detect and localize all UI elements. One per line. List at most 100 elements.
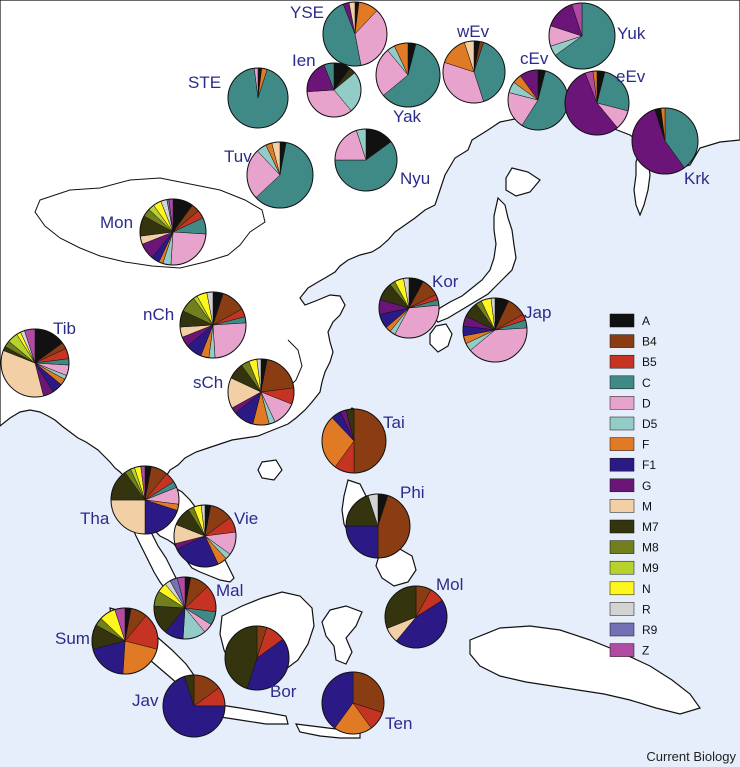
pie-ien	[306, 62, 362, 118]
legend-label-d5: D5	[642, 417, 658, 431]
pie-kor	[378, 277, 440, 339]
population-label-tha: Tha	[80, 509, 110, 528]
pie-outline-bor	[224, 625, 290, 691]
pie-eev	[564, 70, 630, 136]
pie-bor	[224, 625, 290, 691]
pie-krk	[631, 107, 699, 175]
pie-outline-mon	[139, 198, 207, 266]
population-label-tuv: Tuv	[224, 147, 252, 166]
legend-label-a: A	[642, 314, 650, 328]
population-label-bor: Bor	[270, 682, 297, 701]
legend-swatch-f	[609, 437, 635, 451]
pie-jav	[162, 674, 226, 738]
population-label-layer: YSE STE Ien Yak wEv cEv Yuk eEv Krk Tuv Nyu Mon Kor J…	[53, 3, 710, 733]
pie-yak	[375, 42, 441, 108]
legend-label-m9: M9	[642, 561, 659, 575]
population-label-wev: wEv	[456, 22, 490, 41]
japan-kyushu	[429, 323, 453, 353]
legend-swatch-g	[609, 478, 635, 493]
credit-text: Current Biology	[646, 749, 736, 764]
pie-mon	[139, 198, 207, 266]
mongolia-boundary	[34, 177, 266, 269]
legend-label-z: Z	[642, 644, 649, 658]
pie-jap	[462, 297, 528, 363]
legend-swatch-b4	[609, 334, 635, 348]
legend-label-c: C	[642, 376, 651, 390]
pie-yse	[322, 1, 388, 67]
hainan	[257, 459, 283, 481]
lesser-sunda-islands	[294, 723, 361, 739]
legend-swatch-n	[609, 581, 635, 596]
pie-nyu	[334, 128, 398, 192]
population-label-kor: Kor	[432, 272, 459, 291]
pie-outline-nch	[179, 291, 247, 359]
japan-honshu	[431, 196, 517, 323]
legend-label-b5: B5	[642, 355, 657, 369]
legend-label-r: R	[642, 602, 651, 616]
pie-outline-jap	[462, 297, 528, 363]
pie-mol	[384, 585, 448, 649]
pie-outline-eev	[564, 70, 630, 136]
pie-outline-mol	[384, 585, 448, 649]
population-label-krk: Krk	[684, 169, 710, 188]
population-label-sch: sCh	[193, 373, 223, 392]
pie-outline-krk	[631, 107, 699, 175]
legend-swatch-m9	[609, 560, 635, 575]
population-label-jap: Jap	[524, 303, 551, 322]
pie-outline-ien	[306, 62, 362, 118]
pie-yuk	[548, 2, 616, 70]
population-label-mon: Mon	[100, 213, 133, 232]
legend-label-g: G	[642, 479, 651, 493]
legend-swatch-d5	[609, 416, 635, 431]
pie-outline-tai	[321, 408, 387, 474]
pie-tai	[321, 408, 387, 474]
population-label-eev: eEv	[616, 67, 646, 86]
population-label-mol: Mol	[436, 575, 463, 594]
sulawesi	[321, 605, 363, 665]
population-label-phi: Phi	[400, 483, 425, 502]
pie-outline-ten	[321, 671, 385, 735]
pie-outline-mal	[153, 576, 217, 640]
pie-tib	[0, 328, 70, 398]
legend-swatch-z	[609, 643, 635, 657]
pie-outline-yuk	[548, 2, 616, 70]
population-label-jav: Jav	[132, 691, 159, 710]
pie-chart-layer	[0, 1, 699, 738]
legend-label-m7: M7	[642, 520, 659, 534]
population-label-ien: Ien	[292, 51, 316, 70]
population-label-yuk: Yuk	[617, 24, 646, 43]
legend-swatch-r	[609, 602, 635, 616]
population-label-nyu: Nyu	[400, 169, 430, 188]
pie-outline-tha	[110, 465, 180, 535]
population-label-sum: Sum	[55, 629, 90, 648]
population-label-vie: Vie	[234, 509, 258, 528]
pie-wev	[442, 40, 506, 104]
population-label-cev: cEv	[520, 49, 549, 68]
population-label-nch: nCh	[143, 305, 174, 324]
pie-tuv	[246, 141, 314, 209]
pie-outline-vie	[173, 504, 237, 568]
new-guinea	[469, 625, 701, 715]
legend-swatch-f1	[609, 457, 635, 472]
legend-label-m8: M8	[642, 541, 659, 555]
pie-cev	[507, 69, 569, 131]
legend-label-d: D	[642, 396, 651, 410]
legend-swatch-m7	[609, 519, 635, 534]
pie-outline-wev	[442, 40, 506, 104]
population-label-yak: Yak	[393, 107, 422, 126]
population-label-tib: Tib	[53, 319, 76, 338]
pie-outline-yak	[375, 42, 441, 108]
legend-label-r9: R9	[642, 623, 658, 637]
legend-swatch-d	[609, 396, 635, 410]
legend-label-f1: F1	[642, 458, 656, 472]
pie-mal	[153, 576, 217, 640]
pie-outline-ste	[227, 67, 289, 129]
population-label-ste: STE	[188, 73, 221, 92]
legend-label-b4: B4	[642, 335, 657, 349]
pie-sch	[227, 358, 295, 426]
pie-outline-sum	[91, 607, 159, 675]
population-label-tai: Tai	[383, 413, 405, 432]
legend-swatch-a	[609, 313, 635, 328]
